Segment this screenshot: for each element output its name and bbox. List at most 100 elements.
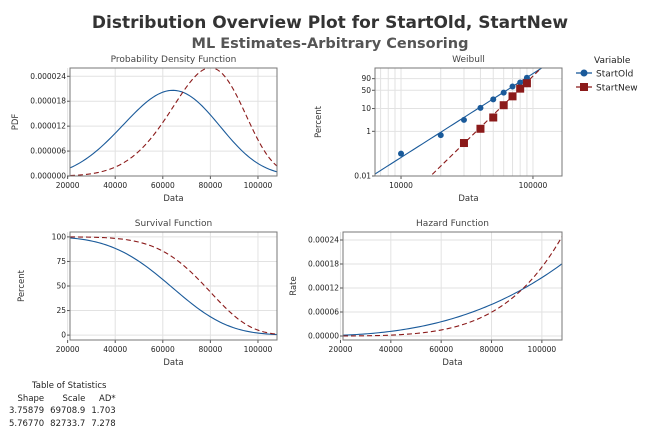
y-tick-label: 0.00000	[308, 332, 339, 341]
x-tick-label: 60000	[151, 181, 175, 190]
legend-title: Variable	[594, 56, 631, 66]
point-startold	[477, 104, 484, 111]
point-startnew	[516, 84, 525, 93]
y-tick-label: 0.00012	[308, 284, 339, 293]
y-tick-label: 50	[361, 86, 371, 95]
x-tick-label: 80000	[198, 345, 222, 354]
x-tick-label: 80000	[480, 345, 504, 354]
x-tick-label: 20000	[329, 345, 353, 354]
y-axis-label: Rate	[289, 276, 299, 296]
fit-line-startold	[375, 68, 543, 175]
x-tick-label: 40000	[379, 345, 403, 354]
y-tick-label: 0.01	[354, 172, 371, 181]
y-axis-label: Percent	[17, 269, 27, 302]
y-tick-label: 50	[56, 282, 66, 291]
point-startnew	[508, 92, 517, 101]
y-tick-label: 0.000018	[30, 97, 66, 106]
stats-cell: 7.278	[91, 418, 116, 429]
fit-line-startnew	[70, 236, 277, 335]
stats-cell: 69708.9	[50, 406, 86, 416]
x-tick-label: 40000	[103, 181, 127, 190]
x-tick-label: 100000	[519, 181, 548, 190]
stats-header: Shape	[17, 393, 45, 404]
y-tick-label: 0.00006	[308, 308, 339, 317]
point-startold	[523, 74, 530, 81]
y-tick-label: 75	[56, 257, 66, 266]
x-tick-label: 80000	[198, 181, 222, 190]
panel-hazard-function: Hazard Function 0.00000 0.00006 0.00012 0.00…	[289, 219, 563, 368]
panel-title: Probability Density Function	[111, 55, 237, 65]
y-tick-label: 0.000006	[30, 147, 66, 156]
point-startold	[490, 96, 497, 103]
plot-frame	[342, 231, 563, 341]
point-startnew	[459, 139, 468, 148]
point-startnew	[499, 101, 508, 110]
x-tick-label: 100000	[528, 345, 557, 354]
y-axis-label: PDF	[11, 114, 21, 131]
x-axis-label: Data	[163, 358, 183, 368]
fit-line-startold	[70, 237, 277, 336]
y-tick-label: 1	[366, 127, 371, 136]
fit-line-startold	[343, 263, 562, 336]
chart-subtitle: ML Estimates-Arbitrary Censoring	[192, 36, 469, 52]
x-tick-label: 10000	[389, 181, 413, 190]
y-tick-label: 0.000012	[30, 122, 66, 131]
stats-cell: 5.76770	[9, 418, 45, 429]
point-startnew	[522, 79, 531, 88]
chart-title: Distribution Overview Plot for StartOld,…	[92, 13, 569, 33]
point-startnew	[476, 124, 485, 133]
y-tick-label: 10	[361, 104, 371, 113]
x-tick-label: 40000	[103, 345, 127, 354]
fit-line-startnew	[429, 68, 543, 176]
y-tick-label: 0.000024	[30, 72, 66, 81]
statistics-title: Table of Statistics	[32, 381, 107, 391]
legend: Variable StartOld StartNew	[576, 56, 638, 94]
x-tick-label: 20000	[56, 181, 80, 190]
stats-header: AD*	[99, 393, 116, 404]
x-tick-label: 20000	[56, 345, 80, 354]
fit-line-startnew	[70, 68, 277, 176]
x-tick-label: 60000	[151, 345, 175, 354]
fit-line-startnew	[343, 236, 562, 337]
point-startold	[460, 116, 467, 123]
legend-label-startold: StartOld	[596, 70, 633, 80]
y-tick-label: 100	[52, 232, 67, 241]
legend-marker-startnew	[580, 83, 588, 91]
panel-survival-function: Survival Function 0 25 50 75 100 20000 40000 600…	[17, 219, 278, 368]
panel-title: Hazard Function	[416, 219, 489, 229]
stats-cell: 1.703	[91, 406, 116, 416]
stats-cell: 82733.7	[50, 418, 86, 429]
x-axis-label: Data	[163, 194, 183, 204]
panel-weibull: Weibull 0.01 1 10 50 90 10000 100000 Data Percent	[314, 55, 563, 204]
y-tick-label: 0	[61, 331, 66, 340]
panel-title: Survival Function	[135, 219, 212, 229]
legend-marker-startold	[580, 69, 588, 77]
statistics-table: Table of Statistics Shape Scale AD* 3.7587…	[6, 380, 119, 430]
y-axis-label: Percent	[314, 105, 324, 138]
stats-cell: 3.75879	[9, 406, 45, 416]
panel-probability-density-function: Probability Density Function 0.000000 0.00…	[11, 55, 278, 204]
plot-frame	[69, 67, 278, 177]
y-tick-label: 25	[56, 306, 66, 315]
y-tick-label: 90	[361, 74, 371, 83]
y-tick-label: 0.000000	[30, 172, 66, 181]
plot-frame	[69, 231, 278, 341]
point-startold	[437, 132, 444, 139]
x-tick-label: 60000	[429, 345, 453, 354]
point-startold	[500, 89, 507, 96]
point-startold	[517, 79, 524, 86]
panel-title: Weibull	[452, 55, 485, 65]
stats-header: Scale	[62, 393, 86, 404]
fit-line-startold	[70, 89, 277, 173]
point-startold	[509, 83, 516, 90]
x-axis-label: Data	[442, 358, 462, 368]
point-startnew	[489, 113, 498, 122]
y-tick-label: 0.00024	[308, 236, 339, 245]
x-tick-label: 100000	[244, 345, 273, 354]
x-tick-label: 100000	[244, 181, 273, 190]
x-axis-label: Data	[458, 194, 478, 204]
plot-frame	[374, 67, 563, 177]
legend-label-startnew: StartNew	[596, 84, 638, 94]
